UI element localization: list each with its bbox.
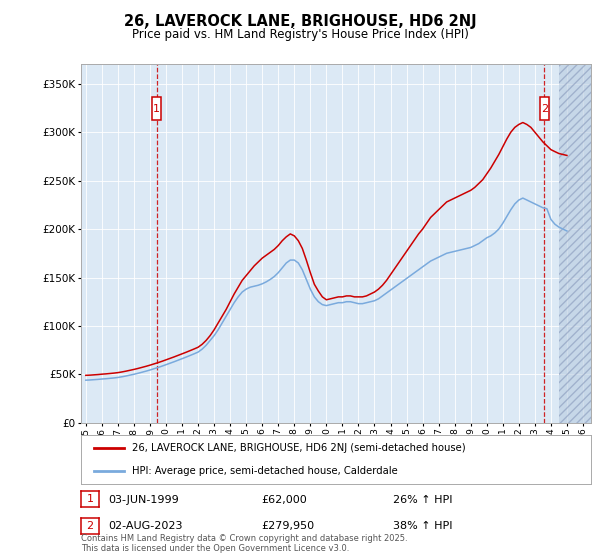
Text: 26, LAVEROCK LANE, BRIGHOUSE, HD6 2NJ (semi-detached house): 26, LAVEROCK LANE, BRIGHOUSE, HD6 2NJ (s… bbox=[132, 444, 466, 454]
Text: 26, LAVEROCK LANE, BRIGHOUSE, HD6 2NJ: 26, LAVEROCK LANE, BRIGHOUSE, HD6 2NJ bbox=[124, 14, 476, 29]
Text: 2: 2 bbox=[86, 521, 94, 531]
Bar bbox=[152, 97, 161, 120]
Text: £279,950: £279,950 bbox=[261, 521, 314, 531]
Text: 1: 1 bbox=[86, 494, 94, 504]
Text: Price paid vs. HM Land Registry's House Price Index (HPI): Price paid vs. HM Land Registry's House … bbox=[131, 28, 469, 41]
Text: HPI: Average price, semi-detached house, Calderdale: HPI: Average price, semi-detached house,… bbox=[132, 466, 398, 476]
Text: £62,000: £62,000 bbox=[261, 494, 307, 505]
Text: 38% ↑ HPI: 38% ↑ HPI bbox=[393, 521, 452, 531]
Text: 1: 1 bbox=[153, 104, 160, 114]
Text: 03-JUN-1999: 03-JUN-1999 bbox=[108, 494, 179, 505]
Text: 2: 2 bbox=[541, 104, 548, 114]
Bar bbox=[540, 97, 548, 120]
Text: 02-AUG-2023: 02-AUG-2023 bbox=[108, 521, 182, 531]
Text: 26% ↑ HPI: 26% ↑ HPI bbox=[393, 494, 452, 505]
Text: Contains HM Land Registry data © Crown copyright and database right 2025.
This d: Contains HM Land Registry data © Crown c… bbox=[81, 534, 407, 553]
Bar bbox=[559, 64, 591, 423]
